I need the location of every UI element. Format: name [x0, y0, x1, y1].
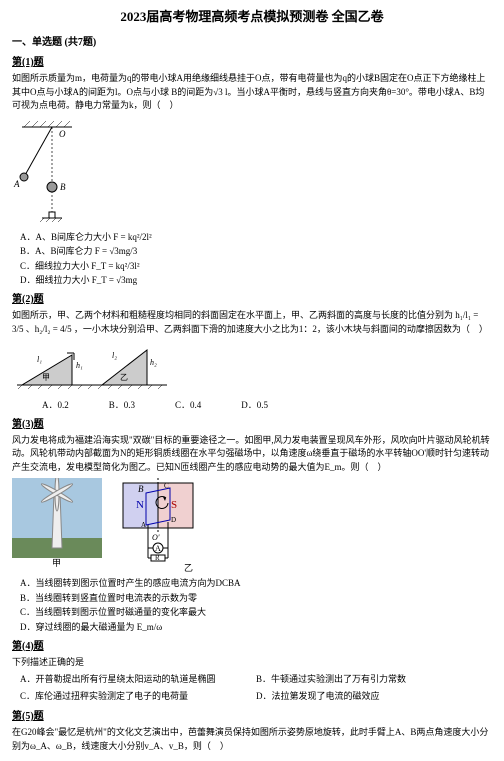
q4-body: 下列描述正确的是 [12, 656, 492, 670]
svg-text:A: A [13, 179, 20, 189]
svg-text:O: O [154, 478, 160, 480]
svg-text:l₁: l₁ [37, 355, 42, 364]
q4-options: A．开普勒提出所有行星绕太阳运动的轨道是椭圆 B．牛顿通过实验测出了万有引力常数… [20, 671, 492, 704]
q1-figure: O A B [12, 117, 492, 227]
q1-optB: B．A、B间库仑力 F = √3mg/3 [20, 245, 492, 258]
q1-options: A．A、B间库仑力大小 F = kq²/2l² B．A、B间库仑力 F = √3… [20, 231, 492, 287]
section-header: 一、单选题 (共7题) [12, 36, 492, 50]
q2-optC: C．0.4 [175, 399, 201, 412]
svg-text:O': O' [152, 533, 160, 542]
q3-optC: C．当线圈转到图示位置时磁通量的变化率最大 [20, 606, 492, 619]
svg-text:B: B [60, 182, 66, 192]
svg-text:h₁: h₁ [76, 361, 83, 370]
q1-optC: C．细线拉力大小 F_T = kq²/3l² [20, 260, 492, 273]
q2-optA: A．0.2 [42, 399, 69, 412]
svg-text:h₂: h₂ [150, 358, 157, 367]
svg-text:A: A [141, 521, 146, 529]
q3-options: A．当线圈转到图示位置时产生的感应电流方向为DCBA B．当线圈转到竖直位置时电… [20, 577, 492, 633]
q4-optB: B．牛顿通过实验测出了万有引力常数 [256, 673, 492, 686]
q5-label: 第(5)题 [12, 710, 492, 724]
q1-optA: A．A、B间库仑力大小 F = kq²/2l² [20, 231, 492, 244]
q2-options: A．0.2 B．0.3 C．0.4 D．0.5 [42, 399, 492, 412]
q3-body: 风力发电将成为福建沿海实现"双碳"目标的重要途径之一。如图甲,风力发电装置呈现风… [12, 434, 492, 475]
q4-optD: D．法拉第发现了电流的磁效应 [256, 690, 492, 703]
q4-optA: A．开普勒提出所有行星绕太阳运动的轨道是椭圆 [20, 673, 256, 686]
q3-figure: 甲 B N S O O' C D A A R 乙 [12, 478, 492, 573]
q3-label: 第(3)题 [12, 418, 492, 432]
q3-optA: A．当线圈转到图示位置时产生的感应电流方向为DCBA [20, 577, 492, 590]
q2-optB: B．0.3 [109, 399, 135, 412]
q1-body: 如图所示质量为m，电荷量为q的带电小球A用绝缘细线悬挂于O点，带有电荷量也为q的… [12, 72, 492, 113]
svg-text:乙: 乙 [120, 373, 128, 382]
svg-text:甲: 甲 [42, 373, 50, 382]
svg-text:S: S [171, 499, 177, 511]
svg-text:B: B [138, 484, 144, 494]
q5-body: 在G20峰会"最忆是杭州"的文化文艺演出中，芭蕾舞演员保持如图所示姿势原地旋转，… [12, 726, 492, 753]
svg-text:N: N [136, 499, 144, 511]
page-title: 2023届高考物理高频考点模拟预测卷 全国乙卷 [12, 8, 492, 26]
q4-optC: C．库伦通过扭秤实验测定了电子的电荷量 [20, 690, 256, 703]
svg-text:O: O [59, 129, 66, 139]
svg-text:D: D [171, 516, 176, 524]
q2-body: 如图所示，甲、乙两个材料和粗糙程度均相同的斜面固定在水平面上，甲、乙两斜面的高度… [12, 309, 492, 336]
svg-text:l₂: l₂ [112, 351, 117, 360]
svg-text:甲: 甲 [52, 558, 61, 568]
svg-text:C: C [164, 482, 169, 490]
svg-text:乙: 乙 [184, 563, 193, 573]
q3-optB: B．当线圈转到竖直位置时电流表的示数为零 [20, 592, 492, 605]
svg-text:R: R [155, 554, 160, 562]
q4-label: 第(4)题 [12, 640, 492, 654]
q2-optD: D．0.5 [241, 399, 268, 412]
q1-label: 第(1)题 [12, 56, 492, 70]
q2-figure: 甲 h₁ l₁ 乙 h₂ l₂ [12, 340, 492, 395]
q2-label: 第(2)题 [12, 293, 492, 307]
q1-optD: D．细线拉力大小 F_T = √3mg [20, 274, 492, 287]
q3-optD: D．穿过线圈的最大磁通量为 E_m/ω [20, 621, 492, 634]
svg-text:A: A [155, 544, 161, 553]
